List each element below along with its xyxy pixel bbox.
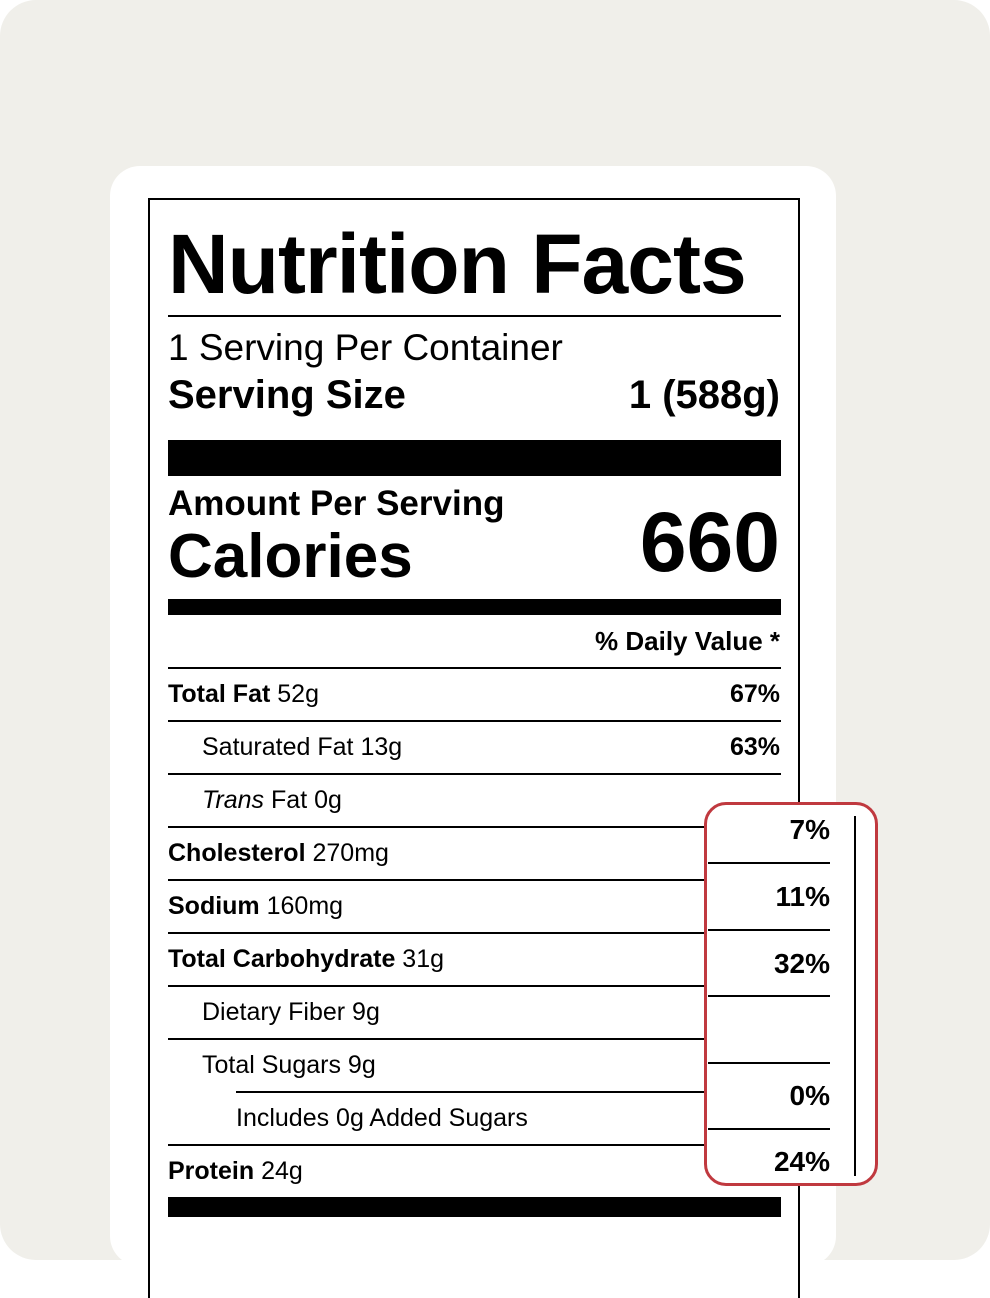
row-divider xyxy=(168,667,781,669)
label-title: Nutrition Facts xyxy=(168,217,747,311)
callout-divider xyxy=(708,1062,830,1064)
medium-divider xyxy=(168,599,781,615)
nutrient-row-total-carbohydrate: Total Carbohydrate 31g xyxy=(168,945,445,973)
row-divider xyxy=(168,720,781,722)
daily-value-header: % Daily Value * xyxy=(595,626,780,656)
row-divider xyxy=(168,773,781,775)
nutrient-row-total-sugars: Total Sugars 9g xyxy=(202,1051,376,1079)
callout-divider xyxy=(708,1128,830,1130)
row-divider xyxy=(168,826,781,828)
nutrient-row-sodium: Sodium 160mg xyxy=(168,892,344,920)
highlight-callout xyxy=(704,802,878,1186)
nutrient-row-saturated-fat: Saturated Fat 13g xyxy=(202,733,403,761)
divider xyxy=(168,315,781,317)
callout-side-rule xyxy=(854,816,856,1176)
dv-protein: 24% xyxy=(773,1146,830,1177)
row-divider xyxy=(168,932,781,934)
calories-value: 660 xyxy=(639,495,780,589)
callout-divider xyxy=(708,862,830,864)
nutrient-row-added-sugars: Includes 0g Added Sugars xyxy=(236,1104,528,1132)
dv-saturated-fat: 63% xyxy=(729,733,780,761)
dv-total-fat: 67% xyxy=(729,680,780,708)
nutrition-label xyxy=(148,198,800,1298)
thick-divider xyxy=(168,440,781,476)
nutrient-row-cholesterol: Cholesterol 270mg xyxy=(168,839,389,867)
serving-size-value: 1 (588g) xyxy=(628,373,780,417)
dv-sodium: 11% xyxy=(775,881,831,912)
dv-cholesterol: 7% xyxy=(789,814,830,845)
row-divider xyxy=(236,1091,781,1093)
callout-divider xyxy=(708,995,830,997)
serving-size-label: Serving Size xyxy=(168,373,406,417)
nutrient-row-protein: Protein 24g xyxy=(168,1157,303,1185)
callout-divider xyxy=(708,929,830,931)
row-divider xyxy=(168,985,781,987)
calories-label: Calories xyxy=(168,522,413,591)
row-divider xyxy=(168,1038,781,1040)
dv-added-sugars: 0% xyxy=(789,1080,830,1111)
row-divider xyxy=(168,1144,781,1146)
thick-divider xyxy=(168,1197,781,1217)
callout-background xyxy=(707,805,875,1183)
servings-per-container: 1 Serving Per Container xyxy=(168,327,563,368)
row-divider xyxy=(168,879,781,881)
nutrient-row-trans-fat: Trans Fat 0g xyxy=(202,786,342,814)
dv-total-carbohydrate: 32% xyxy=(773,948,830,979)
nutrient-row-total-fat: Total Fat 52g xyxy=(168,680,319,708)
nutrient-row-dietary-fiber: Dietary Fiber 9g xyxy=(202,998,380,1026)
amount-per-serving: Amount Per Serving xyxy=(168,484,505,523)
